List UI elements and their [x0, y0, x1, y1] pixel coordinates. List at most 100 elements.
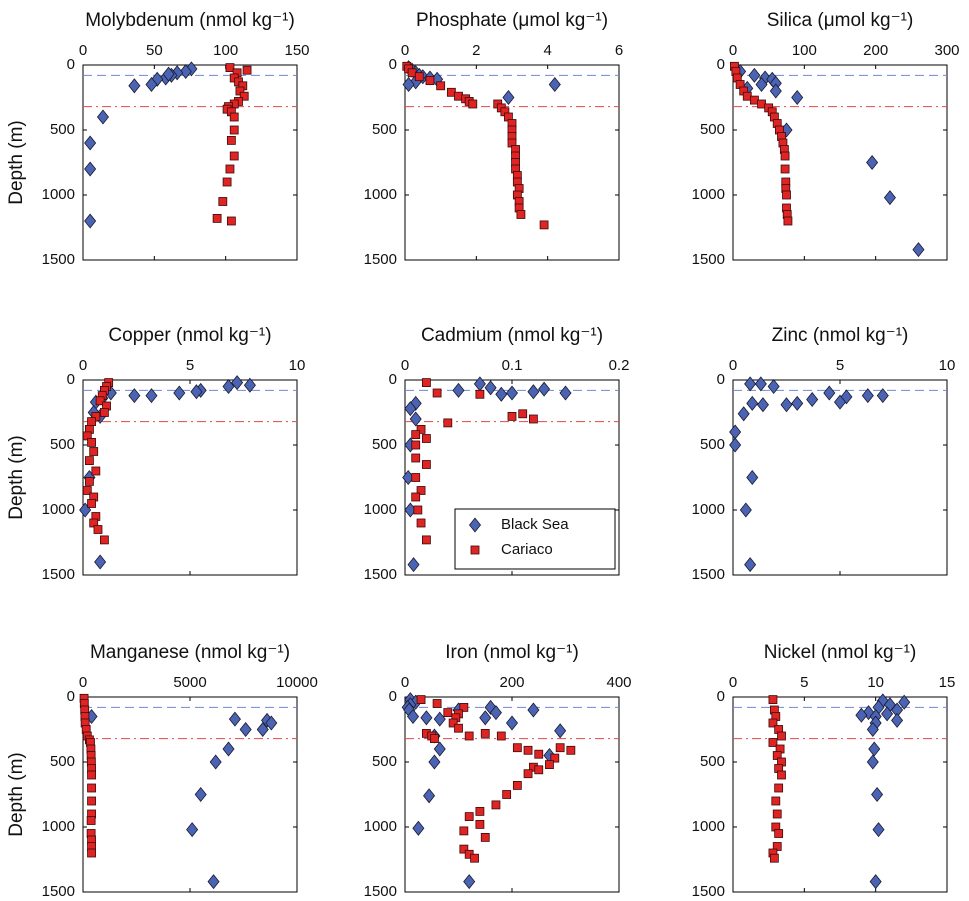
marker-diamond: [194, 786, 207, 803]
marker-square: [516, 210, 526, 219]
y-tick-label: 0: [67, 371, 75, 388]
marker-diamond: [791, 89, 804, 106]
marker-square: [534, 749, 544, 759]
x-tick-label: 0.2: [609, 357, 630, 374]
y-tick-label: 1500: [692, 251, 725, 268]
marker-square: [416, 695, 426, 704]
marker-diamond: [412, 820, 425, 836]
marker-square: [416, 518, 426, 528]
y-tick-label: 1000: [364, 186, 397, 203]
marker-diamond: [173, 385, 186, 401]
y-tick-label: 500: [700, 436, 725, 453]
marker-square: [768, 718, 778, 728]
x-tick-label: 300: [934, 42, 959, 59]
marker-square: [480, 729, 490, 738]
marker-square: [411, 453, 421, 463]
marker-square: [229, 112, 239, 122]
marker-square: [91, 466, 101, 476]
y-tick-label: 0: [717, 371, 725, 388]
marker-square: [502, 790, 512, 799]
marker-diamond: [423, 788, 436, 804]
y-tick-label: 1500: [364, 883, 397, 900]
marker-diamond: [265, 715, 278, 731]
marker-square: [93, 525, 103, 534]
marker-diamond: [739, 502, 752, 518]
marker-diamond: [128, 78, 141, 94]
marker-diamond: [256, 721, 269, 738]
y-tick-label: 1000: [42, 818, 75, 835]
x-tick-label: 5: [836, 357, 844, 374]
marker-square: [475, 807, 485, 816]
marker-diamond: [231, 375, 244, 391]
y-tick-label: 1000: [692, 186, 725, 203]
x-tick-label: 0: [401, 42, 409, 59]
y-tick-label: 1500: [364, 566, 397, 583]
marker-diamond: [207, 874, 220, 890]
marker-diamond: [872, 822, 885, 838]
y-axis-label: Depth (m): [6, 120, 27, 204]
marker-square: [783, 216, 793, 226]
marker-square: [436, 81, 446, 91]
marker-diamond: [861, 388, 874, 404]
marker-square: [780, 164, 790, 174]
marker-diamond: [162, 66, 175, 82]
marker-square: [416, 424, 426, 434]
marker-square: [539, 220, 549, 230]
marker-diamond: [866, 154, 879, 171]
y-tick-label: 1000: [692, 501, 725, 518]
marker-diamond: [502, 89, 515, 106]
chart-title: Manganese (nmol kg⁻¹): [90, 642, 290, 663]
marker-diamond: [489, 705, 502, 721]
y-tick-label: 1000: [364, 818, 397, 835]
marker-diamond: [420, 710, 433, 726]
marker-square: [85, 456, 94, 466]
marker-square: [425, 76, 435, 85]
x-tick-label: 50: [146, 42, 163, 59]
marker-diamond: [407, 708, 420, 725]
marker-diamond: [729, 437, 742, 453]
x-tick-label: 0: [79, 42, 87, 59]
x-tick-label: 10: [939, 357, 956, 374]
chart-title: Silica (μmol kg⁻¹): [767, 10, 914, 31]
y-tick-label: 0: [389, 371, 397, 388]
marker-square: [411, 430, 421, 440]
marker-diamond: [767, 378, 780, 395]
x-tick-label: 4: [543, 42, 551, 59]
marker-diamond: [881, 706, 894, 722]
marker-diamond: [855, 707, 868, 723]
marker-square: [768, 695, 778, 704]
x-tick-label: 5: [800, 674, 808, 691]
y-axis-label: Depth (m): [6, 752, 27, 836]
marker-diamond: [737, 406, 750, 422]
x-tick-label: 0: [729, 357, 737, 374]
marker-diamond: [222, 378, 235, 395]
marker-diamond: [209, 754, 222, 770]
x-tick-label: 2: [472, 42, 480, 59]
marker-diamond: [559, 385, 572, 401]
marker-diamond: [746, 395, 759, 411]
y-tick-label: 500: [50, 436, 75, 453]
plot-area: [732, 64, 948, 261]
marker-square: [87, 499, 96, 508]
marker-square: [421, 535, 431, 545]
marker-diamond: [94, 554, 107, 570]
marker-square: [529, 414, 538, 424]
marker-square: [226, 216, 236, 226]
marker-square: [774, 783, 784, 793]
y-tick-label: 500: [50, 121, 75, 138]
y-tick-label: 1000: [42, 501, 75, 518]
marker-square: [87, 848, 96, 858]
marker-square: [414, 72, 424, 82]
marker-square: [507, 411, 517, 421]
marker-diamond: [823, 385, 836, 401]
marker-square: [229, 151, 239, 161]
marker-diamond: [868, 741, 881, 757]
y-tick-label: 1500: [364, 251, 397, 268]
y-axis-label: Depth (m): [6, 435, 27, 519]
marker-square: [518, 409, 528, 419]
marker-square: [777, 731, 786, 741]
x-tick-label: 10: [867, 674, 884, 691]
marker-square: [95, 396, 105, 406]
marker-square: [218, 197, 228, 206]
marker-diamond: [186, 822, 199, 838]
